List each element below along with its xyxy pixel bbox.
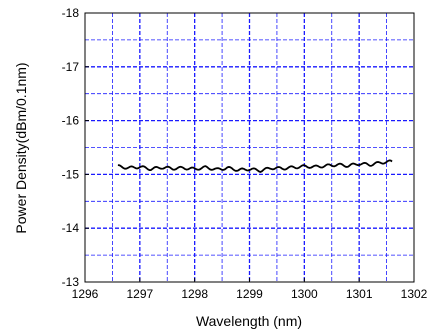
y-axis-title: Power Density(dBm/0.1nm)	[13, 62, 29, 233]
x-tick-label: 1297	[126, 287, 153, 301]
series-line	[117, 159, 393, 173]
axis-ticks	[84, 12, 415, 283]
x-tick-label: 1301	[346, 287, 373, 301]
x-tick-label: 1302	[401, 287, 428, 301]
y-tick-label: -18	[62, 6, 80, 20]
y-tick-label: -17	[62, 60, 80, 74]
x-tick-label: 1299	[236, 287, 263, 301]
x-tick-label: 1300	[291, 287, 318, 301]
y-tick-label: -13	[62, 275, 80, 289]
y-tick-label: -16	[62, 114, 80, 128]
x-tick-label: 1296	[72, 287, 99, 301]
x-tick-labels: 1296 1297 1298 1299 1300 1301 1302	[72, 287, 428, 301]
y-tick-label: -15	[62, 167, 80, 181]
grid	[85, 13, 414, 282]
x-tick-label: 1298	[181, 287, 208, 301]
y-tick-labels: -13 -14 -15 -16 -17 -18	[62, 6, 80, 289]
y-tick-label: -14	[62, 221, 80, 235]
x-axis-title: Wavelength (nm)	[196, 313, 302, 329]
